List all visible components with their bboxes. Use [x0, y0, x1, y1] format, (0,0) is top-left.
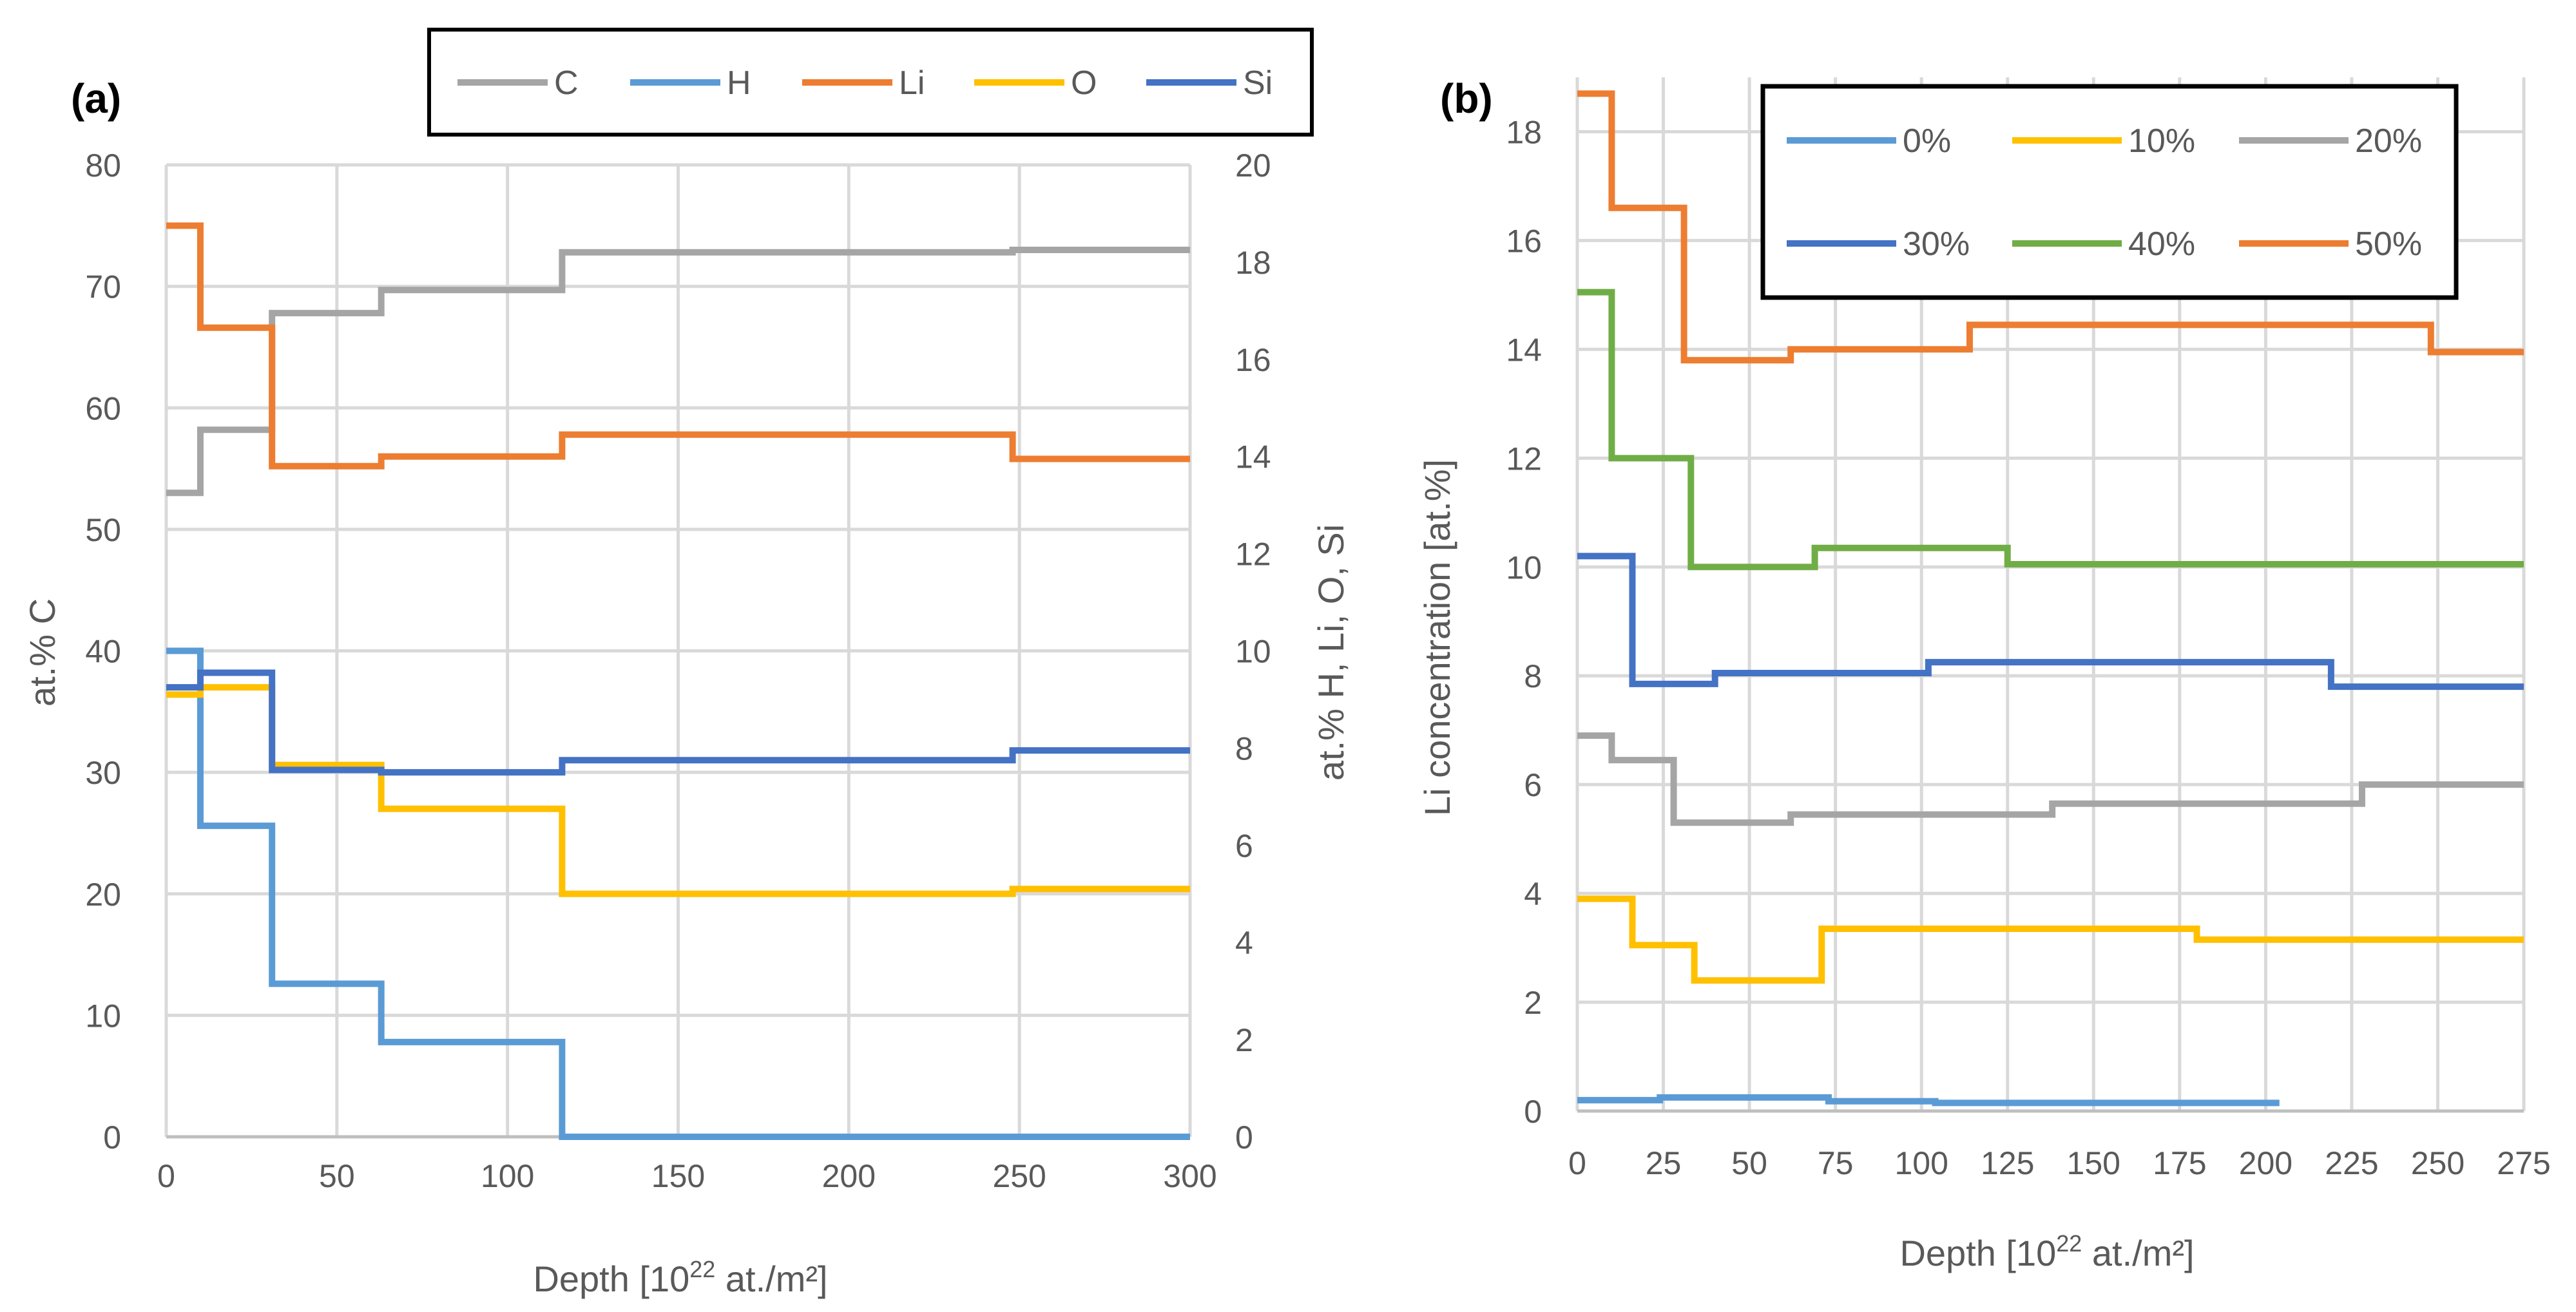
panel-a-x-label-prefix: Depth [10	[533, 1259, 689, 1299]
panel-b-y-tick-label: 14	[1506, 332, 1542, 368]
panel-b-series-5-line	[1577, 90, 2524, 364]
panel-a-y-tick-label: 80	[85, 147, 121, 184]
panel-b-x-tick-label: 125	[1981, 1145, 2034, 1181]
panel-b-y-tick-label: 18	[1506, 114, 1542, 150]
panel-b-label: (b)	[1440, 75, 1493, 122]
panel-a-y2-tick-label: 12	[1235, 537, 1271, 573]
panel-b-y-tick-label: 12	[1506, 441, 1542, 477]
panel-a-x-label-sup: 22	[689, 1256, 715, 1282]
panel-b-x-tick-label: 50	[1731, 1145, 1767, 1181]
panel-a-y-tick-label: 40	[85, 634, 121, 670]
panel-a-series-li-line	[166, 222, 1190, 470]
panel-b-y-tick-label: 2	[1524, 985, 1542, 1021]
panel-b-x-label-prefix: Depth [10	[1899, 1233, 2056, 1273]
panel-b-x-tick-label: 100	[1894, 1145, 1948, 1181]
panel-a-x-tick-label: 50	[319, 1158, 355, 1194]
panel-a-y2-tick-label: 18	[1235, 245, 1271, 281]
panel-b-x-tick-label: 0	[1568, 1145, 1586, 1181]
panel-a-x-axis-label: Depth [1022 at./m²]	[533, 1256, 827, 1299]
panel-b-legend-label-3: 30%	[1903, 225, 1970, 263]
panel-a-x-tick-label: 300	[1163, 1158, 1216, 1194]
panel-a-x-label-suffix: at./m²]	[715, 1259, 827, 1299]
panel-a-y2-tick-label: 16	[1235, 342, 1271, 378]
panel-b-x-tick-label: 150	[2067, 1145, 2120, 1181]
panel-b-y-tick-label: 16	[1506, 223, 1542, 259]
panel-b-y-tick-label: 4	[1524, 876, 1542, 912]
panel-b-series-0-line	[1577, 1094, 2280, 1107]
panel-a-legend-label-h: H	[727, 64, 751, 102]
panel-a-y2-axis-label: at.% H, Li, O, Si	[1311, 524, 1351, 781]
panel-a-y-tick-label: 10	[85, 998, 121, 1034]
panel-b-y-tick-label: 8	[1524, 658, 1542, 694]
panel-b-plot: 0 25 50 75 100 125 150 175 200 225 250 275 0 2 4 6 8 10 12…	[1506, 77, 2551, 1181]
panel-a-y2-tick-label: 20	[1235, 147, 1271, 184]
panel-a-y-tick-label: 30	[85, 755, 121, 791]
panel-b-x-label-suffix: at./m²]	[2082, 1233, 2194, 1273]
panel-b-y-tick-label: 10	[1506, 549, 1542, 585]
panel-b-x-label-sup: 22	[2056, 1230, 2082, 1257]
panel-a-x-tick-label: 200	[822, 1158, 876, 1194]
panel-a-x-tick-label: 150	[651, 1158, 705, 1194]
panel-b-series-1-line	[1577, 895, 2524, 984]
panel-b-legend-label-0: 0%	[1903, 122, 1951, 160]
panel-b-series-2-line	[1577, 732, 2524, 826]
panel-a-y-tick-label: 70	[85, 269, 121, 305]
panel-b-x-tick-label: 75	[1818, 1145, 1854, 1181]
panel-b-legend-label-5: 50%	[2355, 225, 2422, 263]
panel-a-y2-tick-label: 4	[1235, 925, 1253, 961]
panel-b-x-tick-label: 200	[2239, 1145, 2292, 1181]
panel-a-y-tick-label: 60	[85, 390, 121, 426]
panel-b-legend-box	[1760, 84, 2459, 300]
panel-a-y2-tick-label: 10	[1235, 634, 1271, 670]
panel-a-y2-tick-label: 14	[1235, 439, 1271, 475]
panel-b-legend-label-4: 40%	[2128, 225, 2195, 263]
panel-b-series-3-line	[1577, 553, 2524, 690]
panel-b-legend: 0% 10% 20% 30% 40% 50%	[1760, 84, 2459, 300]
panel-b-x-tick-label: 250	[2411, 1145, 2465, 1181]
panel-b-y-tick-label: 0	[1524, 1094, 1542, 1130]
panel-a-y-tick-label: 50	[85, 512, 121, 548]
panel-a-series-h-line	[166, 647, 1190, 1140]
panel-a-label: (a)	[71, 75, 121, 122]
panel-b-series-4-line	[1577, 289, 2524, 571]
panel-b-x-axis-label: Depth [1022 at./m²]	[1899, 1230, 2194, 1273]
panel-b-x-tick-label: 275	[2497, 1145, 2550, 1181]
panel-a-legend: C H Li O Si	[427, 28, 1314, 137]
panel-a-legend-label-c: C	[554, 64, 579, 102]
panel-a-x-tick-label: 100	[481, 1158, 534, 1194]
panel-a-x-tick-label: 250	[992, 1158, 1046, 1194]
panel-b-legend-label-2: 20%	[2355, 122, 2422, 160]
panel-a-y2-tick-label: 8	[1235, 730, 1253, 766]
panel-a-y-tick-label: 0	[103, 1119, 121, 1155]
panel-b-x-tick-label: 225	[2325, 1145, 2378, 1181]
panel-a-y-tick-label: 20	[85, 877, 121, 913]
panel-b-x-tick-label: 25	[1646, 1145, 1682, 1181]
panel-a-y2-tick-label: 6	[1235, 828, 1253, 864]
panel-a-plot: 0 50 100 150 200 250 300 0 10 20 30 40 50 60 70 80 0 2 4 6 8…	[85, 147, 1271, 1194]
panel-a-series-c-line	[166, 247, 1190, 497]
panel-a-legend-label-li: Li	[899, 64, 925, 102]
panel-a-series-si-line	[166, 669, 1190, 776]
panel-a-y-axis-label: at.% C	[22, 598, 62, 707]
panel-a-y2-tick-label: 2	[1235, 1022, 1253, 1058]
panel-b-y-axis-label: Li concentration [at.%]	[1417, 459, 1457, 816]
panel-a-legend-label-o: O	[1071, 64, 1097, 102]
panel-b-y-tick-label: 6	[1524, 767, 1542, 803]
panel-b-x-tick-label: 175	[2153, 1145, 2206, 1181]
panel-b-legend-label-1: 10%	[2128, 122, 2195, 160]
panel-a-y2-tick-label: 0	[1235, 1119, 1253, 1155]
panel-a-legend-label-si: Si	[1243, 64, 1273, 102]
panel-a-x-tick-label: 0	[157, 1158, 175, 1194]
